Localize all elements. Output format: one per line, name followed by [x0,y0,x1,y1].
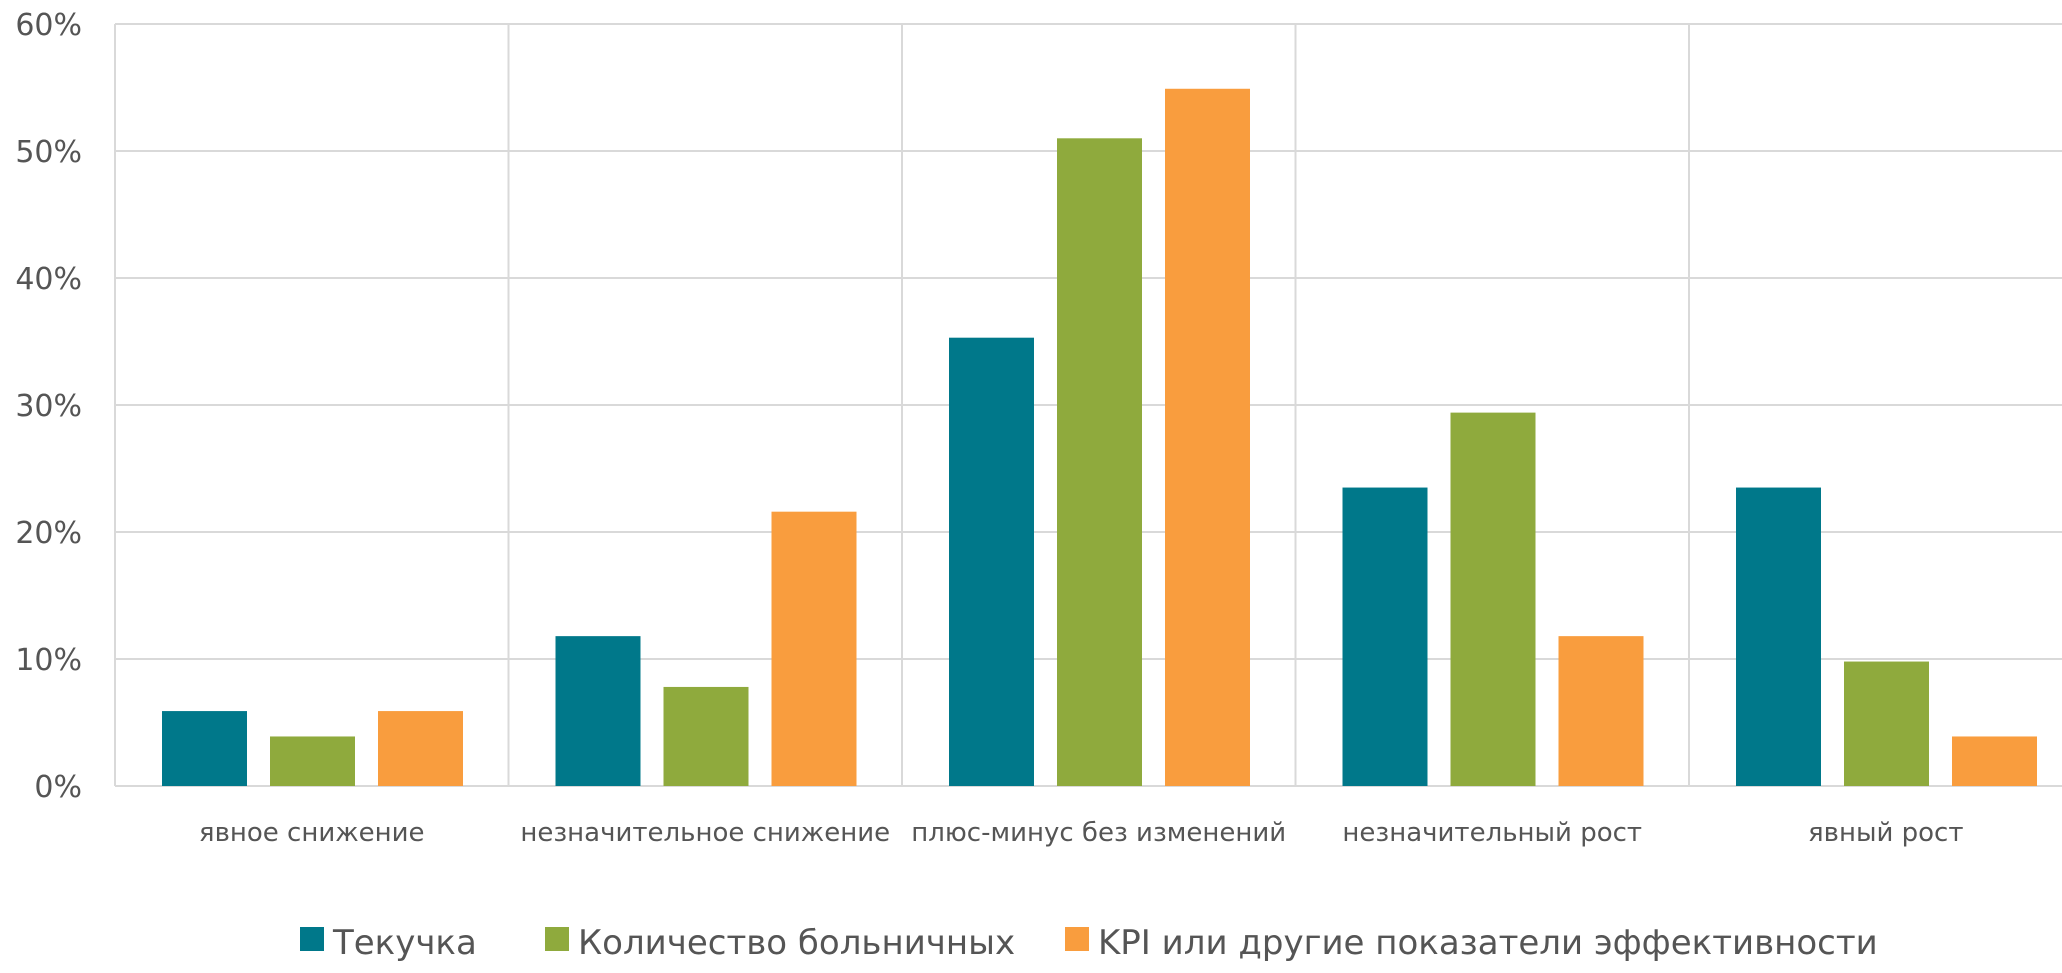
legend-item: Количество больничных [545,923,1015,963]
y-tick-label: 60% [15,8,82,43]
bar-series-3-category-4 [1558,636,1644,786]
legend-item: KPI или другие показатели эффективности [1065,923,1878,963]
bar-series-3-category-5 [1952,736,2037,786]
axis-layer: 0% 10% 20% 30% 40% 50% 60% явное снижение незнач… [15,8,1963,848]
y-tick-label: 0% [34,770,82,805]
bar-series-1-category-2 [555,636,641,786]
legend-label: Количество больничных [578,923,1015,963]
y-tick-label: 20% [15,516,82,551]
x-category-label: явное снижение [199,818,425,848]
legend-label: KPI или другие показатели эффективности [1098,923,1878,963]
y-tick-label: 50% [15,135,82,170]
bar-series-2-category-5 [1844,661,1929,786]
x-category-label: незначительный рост [1342,818,1642,848]
legend-swatch [1065,927,1089,951]
bar-series-1-category-5 [1736,487,1821,786]
bar-series-1-category-4 [1342,487,1428,786]
legend-label: Текучка [332,923,477,963]
x-category-label: плюс-минус без изменений [911,818,1286,848]
bar-series-3-category-3 [1165,88,1250,786]
legend-swatch [300,927,324,951]
bar-series-1-category-3 [949,337,1034,786]
bar-series-2-category-3 [1057,138,1142,787]
bars-layer [162,88,2037,787]
y-tick-label: 10% [15,643,82,678]
x-category-label: незначительное снижение [520,818,890,848]
legend-swatch [545,927,569,951]
bar-series-2-category-1 [270,736,355,786]
legend: Текучка Количество больничных KPI или друг… [300,923,1878,963]
x-category-label: явный рост [1808,818,1964,848]
y-tick-label: 40% [15,262,82,297]
y-tick-label: 30% [15,389,82,424]
bar-series-2-category-4 [1450,412,1536,786]
bar-series-3-category-1 [378,711,463,786]
legend-item: Текучка [300,923,477,963]
bar-series-2-category-2 [663,686,749,786]
bar-series-3-category-2 [771,511,857,786]
bar-series-1-category-1 [162,711,247,786]
